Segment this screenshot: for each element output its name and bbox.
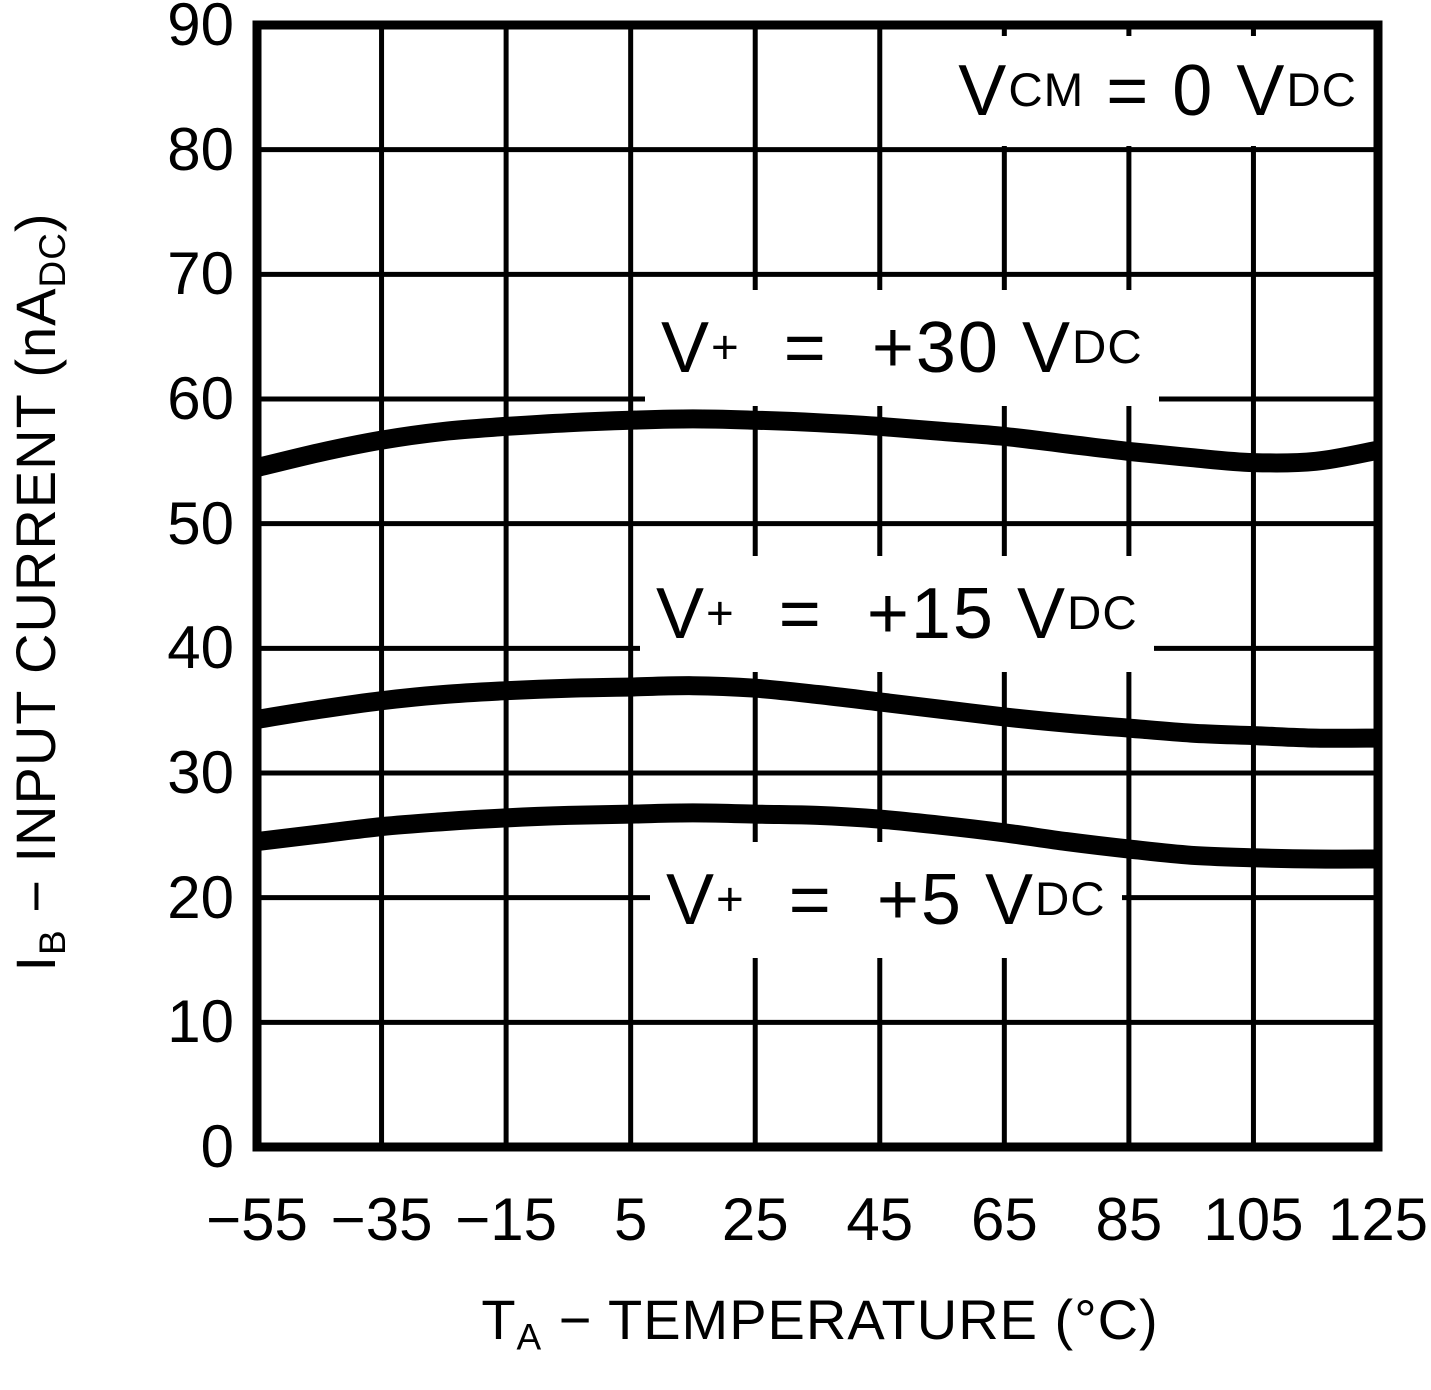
curve-v15 <box>255 676 1379 748</box>
x-tick-label: 105 <box>1203 1186 1304 1253</box>
y-tick-label: 40 <box>167 614 234 682</box>
label-part: DC <box>1286 64 1357 118</box>
curve-v5 <box>255 803 1379 869</box>
y-axis-title: IB − INPUT CURRENT (nADC) <box>4 212 74 971</box>
label-part: V <box>661 308 712 388</box>
y-tick-label: 60 <box>167 365 234 432</box>
label-part: V <box>666 860 717 940</box>
curve-v30 <box>254 409 1380 477</box>
series-label-v15: V + = +15 V DC <box>640 556 1154 672</box>
label-part: = +5 V <box>744 860 1035 940</box>
y-tick-label: 50 <box>167 489 234 557</box>
label-part: + <box>716 873 745 927</box>
label-part: I <box>3 954 67 972</box>
x-tick-label: 5 <box>613 1186 648 1253</box>
x-tick-label: 65 <box>970 1186 1038 1253</box>
x-axis-title: TA − TEMPERATURE (°C) <box>481 1292 1158 1356</box>
x-tick-label: 85 <box>1095 1186 1163 1253</box>
label-part: = +30 V <box>739 308 1073 388</box>
label-part: + <box>706 587 735 641</box>
y-tick-label: 20 <box>167 863 234 931</box>
y-tick-label: 0 <box>200 1113 234 1180</box>
x-tick-label: −35 <box>330 1186 433 1253</box>
label-part: ) <box>3 212 67 233</box>
x-tick-label: 25 <box>721 1186 789 1253</box>
x-tick-label: −15 <box>455 1186 557 1253</box>
series-label-v30: V + = +30 V DC <box>645 290 1159 406</box>
label-part: − INPUT CURRENT (nA <box>3 287 67 930</box>
label-part: DC <box>1072 321 1143 375</box>
y-tick-label: 70 <box>167 240 234 308</box>
label-part: = +15 V <box>734 574 1068 654</box>
label-part: V <box>656 574 707 654</box>
label-part: DC <box>32 232 74 288</box>
label-part: DC <box>1067 587 1138 641</box>
label-part: A <box>516 1316 543 1358</box>
label-part: = 0 V <box>1084 51 1287 131</box>
x-tick-label: 45 <box>846 1186 914 1253</box>
y-tick-label: 30 <box>167 739 234 806</box>
label-part: − TEMPERATURE (°C) <box>542 1288 1159 1351</box>
vcm-annotation: V CM = 0 V DC <box>942 36 1373 146</box>
label-part: + <box>711 321 740 375</box>
y-tick-label: 80 <box>167 115 234 183</box>
x-tick-label: 125 <box>1327 1186 1429 1253</box>
x-tick-label: −55 <box>206 1186 308 1253</box>
y-tick-label: 90 <box>167 0 234 58</box>
label-part: T <box>481 1288 517 1351</box>
y-tick-label: 10 <box>167 988 234 1056</box>
label-part: DC <box>1034 873 1106 927</box>
label-part: V <box>958 51 1009 131</box>
series-label-v5: V + = +5 V DC <box>650 842 1122 958</box>
label-part: CM <box>1008 64 1085 118</box>
label-part: B <box>32 929 74 955</box>
plot-border <box>252 20 1383 1152</box>
